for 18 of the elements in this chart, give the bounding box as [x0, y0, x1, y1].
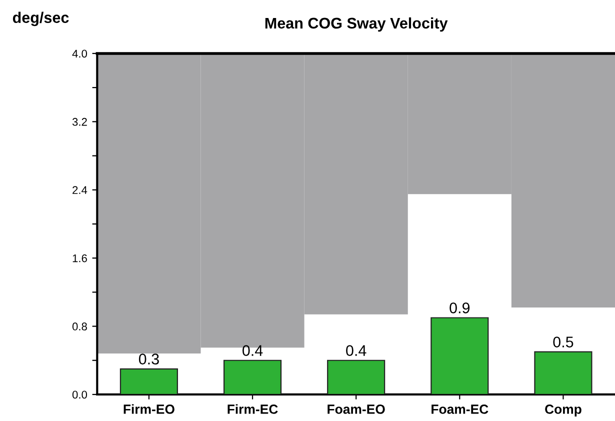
- y-tick-label: 2.4: [72, 186, 88, 194]
- y-axis-title: deg/sec: [12, 12, 69, 26]
- data-label: 0.5: [553, 336, 574, 348]
- chart-title: Mean COG Sway Velocity: [265, 17, 448, 32]
- y-tick-label: 4.0: [72, 50, 88, 58]
- data-label: 0.9: [450, 302, 470, 314]
- x-tick-label: Firm-EO: [124, 404, 174, 414]
- data-label: 0.4: [242, 345, 263, 356]
- y-tick-label: 0.0: [72, 390, 88, 399]
- x-tick-label: Firm-EC: [228, 404, 278, 414]
- x-tick-label: Foam-EO: [328, 404, 385, 414]
- x-tick-label: Comp: [545, 404, 582, 416]
- x-tick-label: Foam-EC: [432, 404, 488, 414]
- y-tick-label: 1.6: [72, 254, 87, 262]
- y-tick-label: 3.2: [72, 118, 87, 126]
- y-tick-label: 0.8: [72, 322, 87, 330]
- data-label: 0.4: [346, 345, 366, 356]
- data-label: 0.3: [138, 354, 159, 364]
